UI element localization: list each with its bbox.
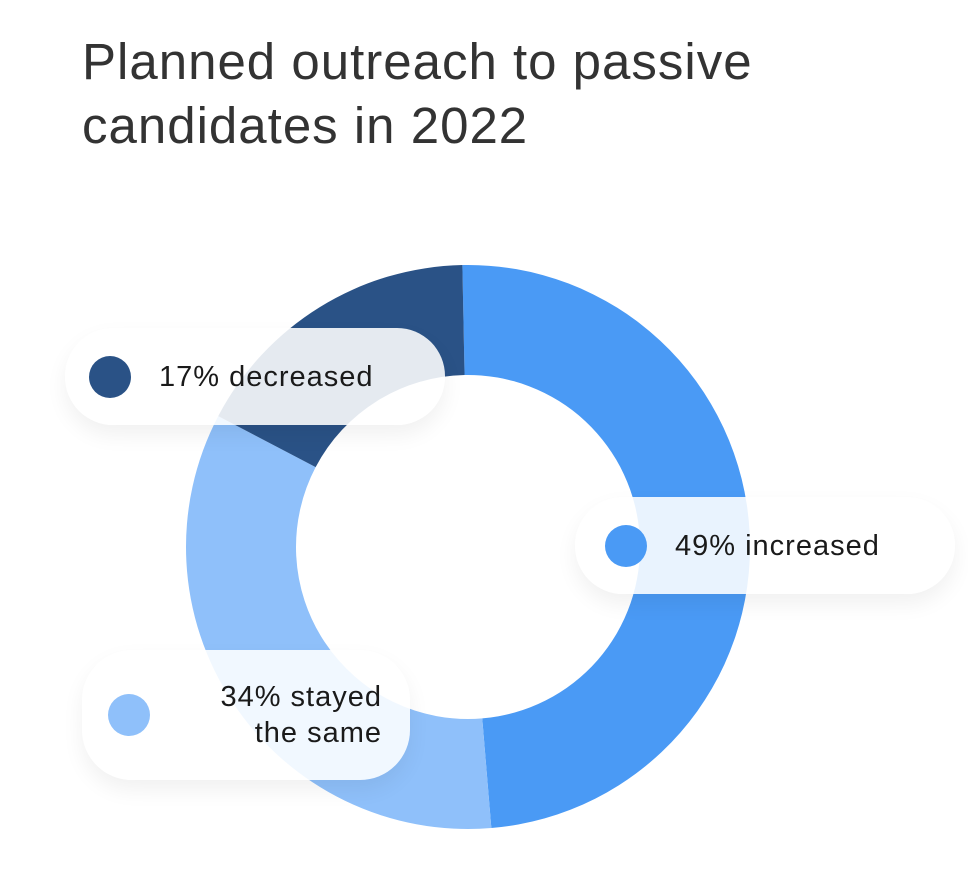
legend-dot-decreased [89, 355, 131, 398]
legend-dot-increased [605, 524, 647, 567]
legend-dot-stayed-same [108, 694, 150, 736]
label-increased: 49% increased [675, 529, 880, 562]
donut-slice-increased [462, 265, 750, 829]
label-decreased: 17% decreased [159, 360, 374, 393]
legend-label-stayed-same: 34% stayed the same [82, 650, 410, 780]
legend-label-increased: 49% increased [575, 497, 955, 594]
label-stayed-same: 34% stayed the same [184, 679, 382, 751]
legend-label-decreased: 17% decreased [65, 328, 445, 425]
chart-title: Planned outreach to passive candidates i… [82, 33, 753, 154]
label-line-2: the same [254, 717, 382, 749]
label-line-1: 34% stayed [220, 681, 382, 713]
